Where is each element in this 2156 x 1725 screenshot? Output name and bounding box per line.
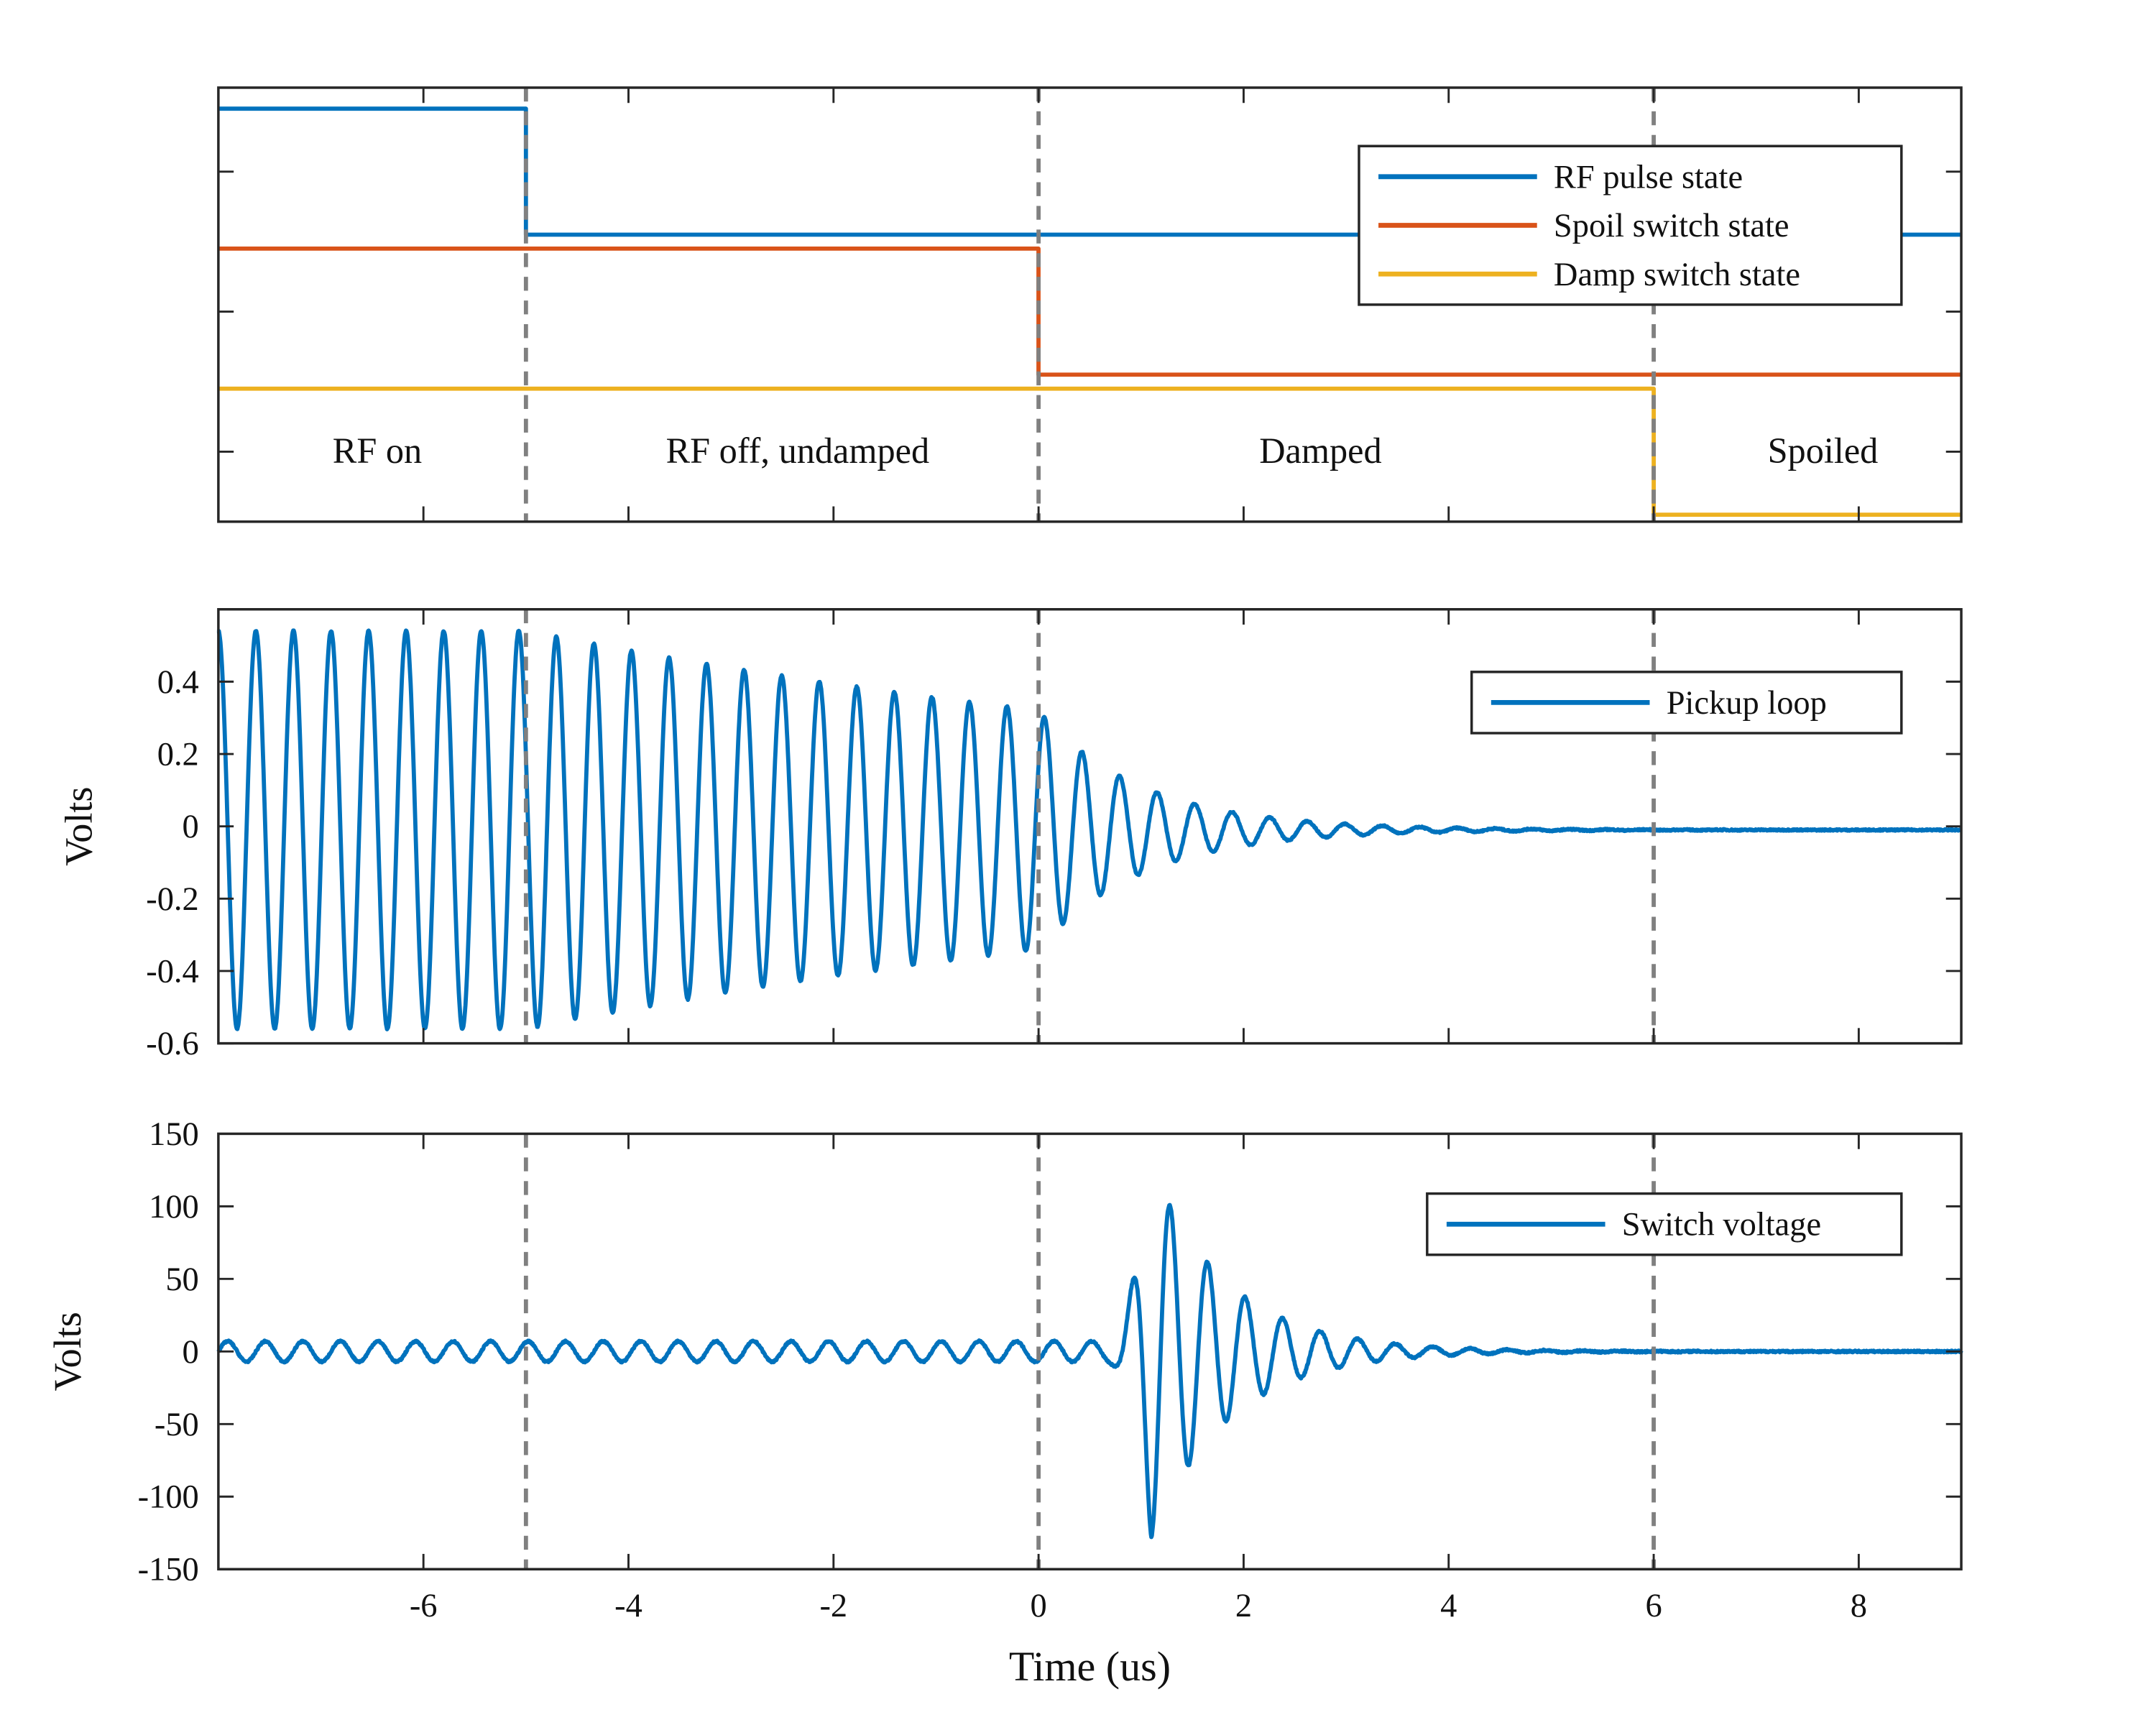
x-tick-label: 2 [1235, 1588, 1252, 1624]
switch-panel: -6 -4 -2 0 2 4 6 8 -150 -100 -50 0 50 100 150 Volts Time… [46, 1116, 1963, 1690]
y-tick-label: -0.6 [146, 1026, 199, 1062]
series-line-switch-voltage [216, 1202, 1963, 1540]
y-tick-label: -0.2 [146, 881, 199, 918]
series-line-pickup-loop [216, 628, 1963, 1031]
states-panel: RF on RF off, undamped Damped Spoiled RF pul… [217, 86, 1963, 523]
axes-frame [217, 86, 1963, 523]
y-tick-label: 50 [165, 1261, 198, 1298]
pickup-panel: -0.6 -0.4 -0.2 0 0.2 0.4 Volts Pickup loop [57, 608, 1963, 1062]
y-tick-label: -150 [138, 1552, 199, 1588]
y-tick-label: 150 [149, 1116, 199, 1153]
x-tick-label: 8 [1851, 1588, 1867, 1624]
legend-label: RF pulse state [1554, 159, 1743, 196]
legend-label: Pickup loop [1667, 685, 1827, 722]
region-label: RF on [333, 431, 422, 471]
x-tick-label: -4 [614, 1588, 642, 1624]
y-tick-label: 0.4 [157, 664, 199, 701]
x-tick-label: -2 [819, 1588, 847, 1624]
x-tick-label: 4 [1440, 1588, 1457, 1624]
region-label: RF off, undamped [666, 431, 930, 471]
y-tick-label: -50 [155, 1407, 199, 1443]
legend: Switch voltage [1426, 1192, 1903, 1256]
x-axis-label: Time (us) [1009, 1643, 1171, 1690]
legend: Pickup loop [1470, 671, 1903, 735]
region-label: Spoiled [1768, 431, 1879, 471]
region-label: Damped [1259, 431, 1381, 471]
y-tick-label: 100 [149, 1189, 199, 1225]
y-tick-label: 0.2 [157, 737, 199, 773]
y-axis-label: Volts [57, 786, 101, 865]
legend: RF pulse state Spoil switch state Damp swi… [1358, 144, 1903, 306]
legend-label: Switch voltage [1622, 1207, 1821, 1243]
y-tick-label: 0 [183, 1334, 199, 1371]
x-tick-label: 6 [1645, 1588, 1662, 1624]
y-tick-label: -100 [138, 1479, 199, 1516]
legend-label: Spoil switch state [1554, 208, 1789, 244]
legend-label: Damp switch state [1554, 257, 1800, 293]
y-axis-label: Volts [46, 1312, 89, 1391]
series-line-damp-switch-state [218, 386, 1962, 518]
y-tick-label: -0.4 [146, 953, 199, 990]
y-tick-label: 0 [183, 809, 199, 845]
x-tick-label: 0 [1031, 1588, 1047, 1624]
x-tick-label: -6 [410, 1588, 438, 1624]
